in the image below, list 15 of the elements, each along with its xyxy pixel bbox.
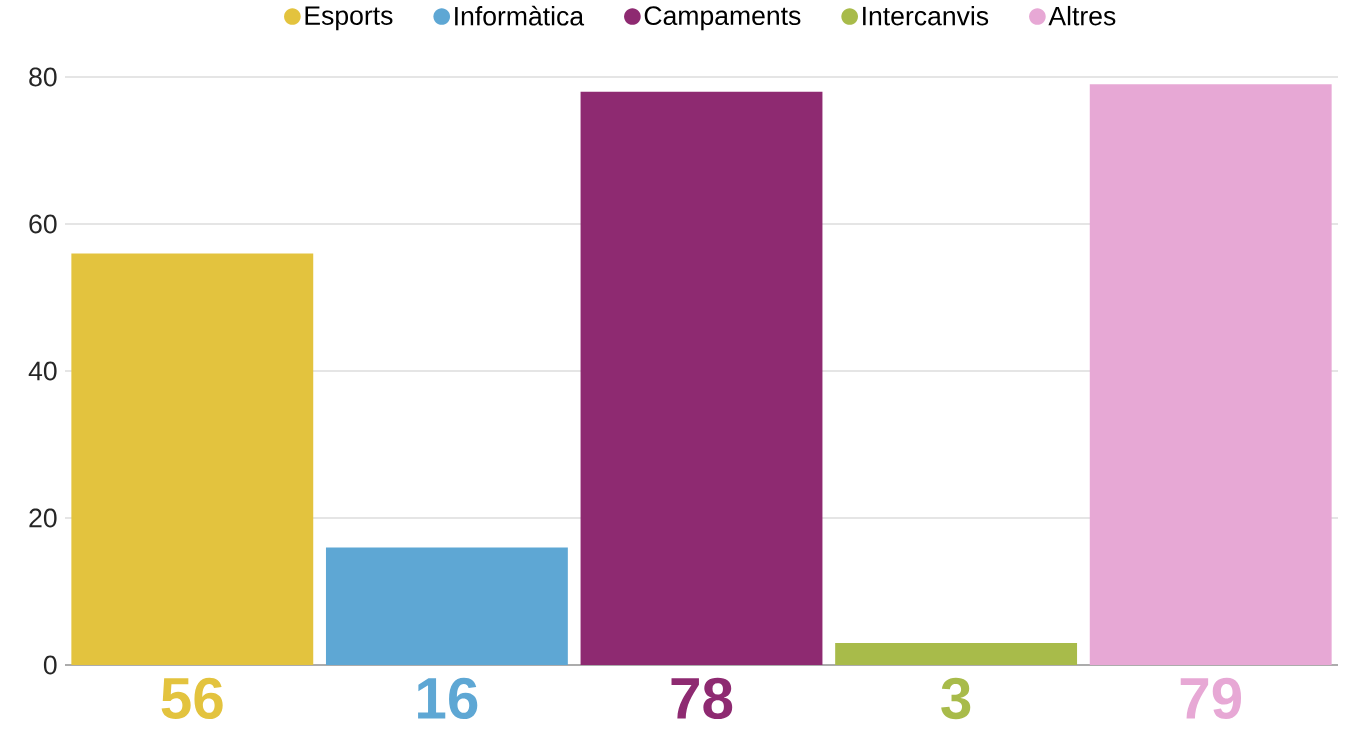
- data-label: 3: [941, 677, 971, 720]
- y-tick-label: 0: [43, 655, 57, 675]
- y-tick-label: 60: [29, 214, 57, 234]
- data-label: 78: [671, 677, 733, 720]
- y-tick-label: 40: [28, 361, 57, 381]
- y-tick-label: 80: [29, 67, 57, 87]
- legend-label: Intercanvis: [863, 5, 989, 26]
- legend-label: Campaments: [644, 6, 801, 31]
- data-label: 56: [161, 677, 223, 720]
- legend-label: Esports: [305, 6, 393, 31]
- legend-label: Informàtica: [455, 5, 585, 26]
- legend-label: Altres: [1048, 5, 1116, 26]
- data-label: 79: [1180, 677, 1242, 720]
- data-label: 16: [418, 677, 478, 720]
- y-tick-label: 20: [29, 508, 57, 528]
